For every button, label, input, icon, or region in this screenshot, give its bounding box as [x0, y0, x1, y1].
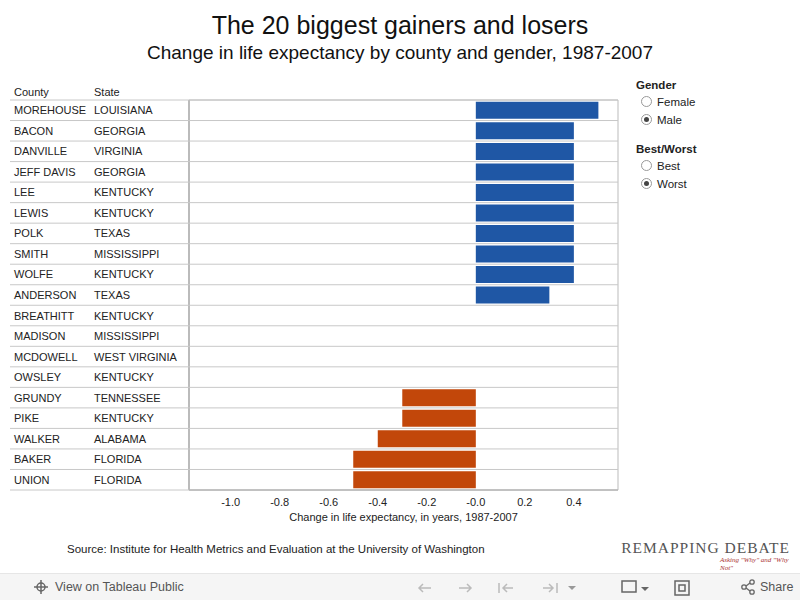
html-text:View on Tableau Public: View on Tableau Public [55, 580, 184, 594]
svg-text:BREATHITT: BREATHITT [14, 310, 75, 322]
html-text:Male: Male [657, 114, 682, 126]
svg-text:KENTUCKY: KENTUCKY [94, 310, 155, 322]
svg-text:-0.2: -0.2 [417, 496, 436, 508]
html-text:Change in life expectancy by c: Change in life expectancy by county and … [147, 42, 653, 63]
svg-text:WOLFE: WOLFE [14, 268, 53, 280]
svg-text:SMITH: SMITH [14, 248, 48, 260]
html-text:Best: Best [657, 160, 680, 172]
svg-text:KENTUCKY: KENTUCKY [94, 412, 155, 424]
svg-text:WEST VIRGINIA: WEST VIRGINIA [94, 351, 178, 363]
svg-text:OWSLEY: OWSLEY [14, 371, 62, 383]
svg-text:MISSISSIPPI: MISSISSIPPI [94, 330, 159, 342]
html-text:Asking "Why" and "Why Not": Asking "Why" and "Why Not" [720, 556, 789, 572]
svg-text:-0.8: -0.8 [270, 496, 289, 508]
svg-text:KENTUCKY: KENTUCKY [94, 186, 155, 198]
html-text:Worst: Worst [657, 178, 687, 190]
svg-text:FLORIDA: FLORIDA [94, 474, 142, 486]
svg-text:TEXAS: TEXAS [94, 227, 130, 239]
html-text:Gender: Gender [636, 79, 677, 91]
svg-text:-1.0: -1.0 [221, 496, 240, 508]
svg-text:LEE: LEE [14, 186, 35, 198]
svg-text:ALABAMA: ALABAMA [94, 433, 147, 445]
svg-text:KENTUCKY: KENTUCKY [94, 268, 155, 280]
svg-text:PIKE: PIKE [14, 412, 39, 424]
svg-text:GRUNDY: GRUNDY [14, 392, 62, 404]
svg-text:MCDOWELL: MCDOWELL [14, 351, 78, 363]
svg-text:KENTUCKY: KENTUCKY [94, 371, 155, 383]
svg-text:TENNESSEE: TENNESSEE [94, 392, 161, 404]
html-text:State: State [94, 86, 120, 98]
svg-text:DANVILLE: DANVILLE [14, 145, 67, 157]
svg-text:0.2: 0.2 [517, 496, 532, 508]
svg-text:BACON: BACON [14, 125, 53, 137]
svg-text:MISSISSIPPI: MISSISSIPPI [94, 248, 159, 260]
svg-text:JEFF DAVIS: JEFF DAVIS [14, 166, 76, 178]
svg-text:0.4: 0.4 [566, 496, 581, 508]
svg-text:FLORIDA: FLORIDA [94, 453, 142, 465]
svg-text:WALKER: WALKER [14, 433, 60, 445]
svg-text:TEXAS: TEXAS [94, 289, 130, 301]
svg-text:VIRGINIA: VIRGINIA [94, 145, 143, 157]
svg-text:UNION: UNION [14, 474, 50, 486]
svg-text:Change in life expectancy, in: Change in life expectancy, in years, 198… [289, 511, 518, 523]
html-text:Share: Share [760, 580, 794, 594]
html-text:REMAPPING DEBATE: REMAPPING DEBATE [621, 539, 790, 556]
html-text:Best/Worst: Best/Worst [636, 143, 697, 155]
svg-text:GEORGIA: GEORGIA [94, 125, 146, 137]
svg-text:KENTUCKY: KENTUCKY [94, 207, 155, 219]
svg-text:-0.4: -0.4 [368, 496, 387, 508]
svg-text:POLK: POLK [14, 227, 44, 239]
svg-text:ANDERSON: ANDERSON [14, 289, 76, 301]
svg-text:LOUISIANA: LOUISIANA [94, 104, 153, 116]
html-text:County: County [14, 86, 49, 98]
svg-text:LEWIS: LEWIS [14, 207, 48, 219]
html-text:Female: Female [657, 96, 696, 108]
html-text:The 20 biggest gainers and los: The 20 biggest gainers and losers [211, 11, 589, 39]
svg-text:-0.0: -0.0 [466, 496, 485, 508]
svg-text:MOREHOUSE: MOREHOUSE [14, 104, 86, 116]
html-text:Source: Institute for Health M: Source: Institute for Health Metrics and… [67, 543, 485, 555]
svg-text:MADISON: MADISON [14, 330, 65, 342]
svg-text:BAKER: BAKER [14, 453, 51, 465]
svg-text:GEORGIA: GEORGIA [94, 166, 146, 178]
svg-text:-0.6: -0.6 [319, 496, 338, 508]
